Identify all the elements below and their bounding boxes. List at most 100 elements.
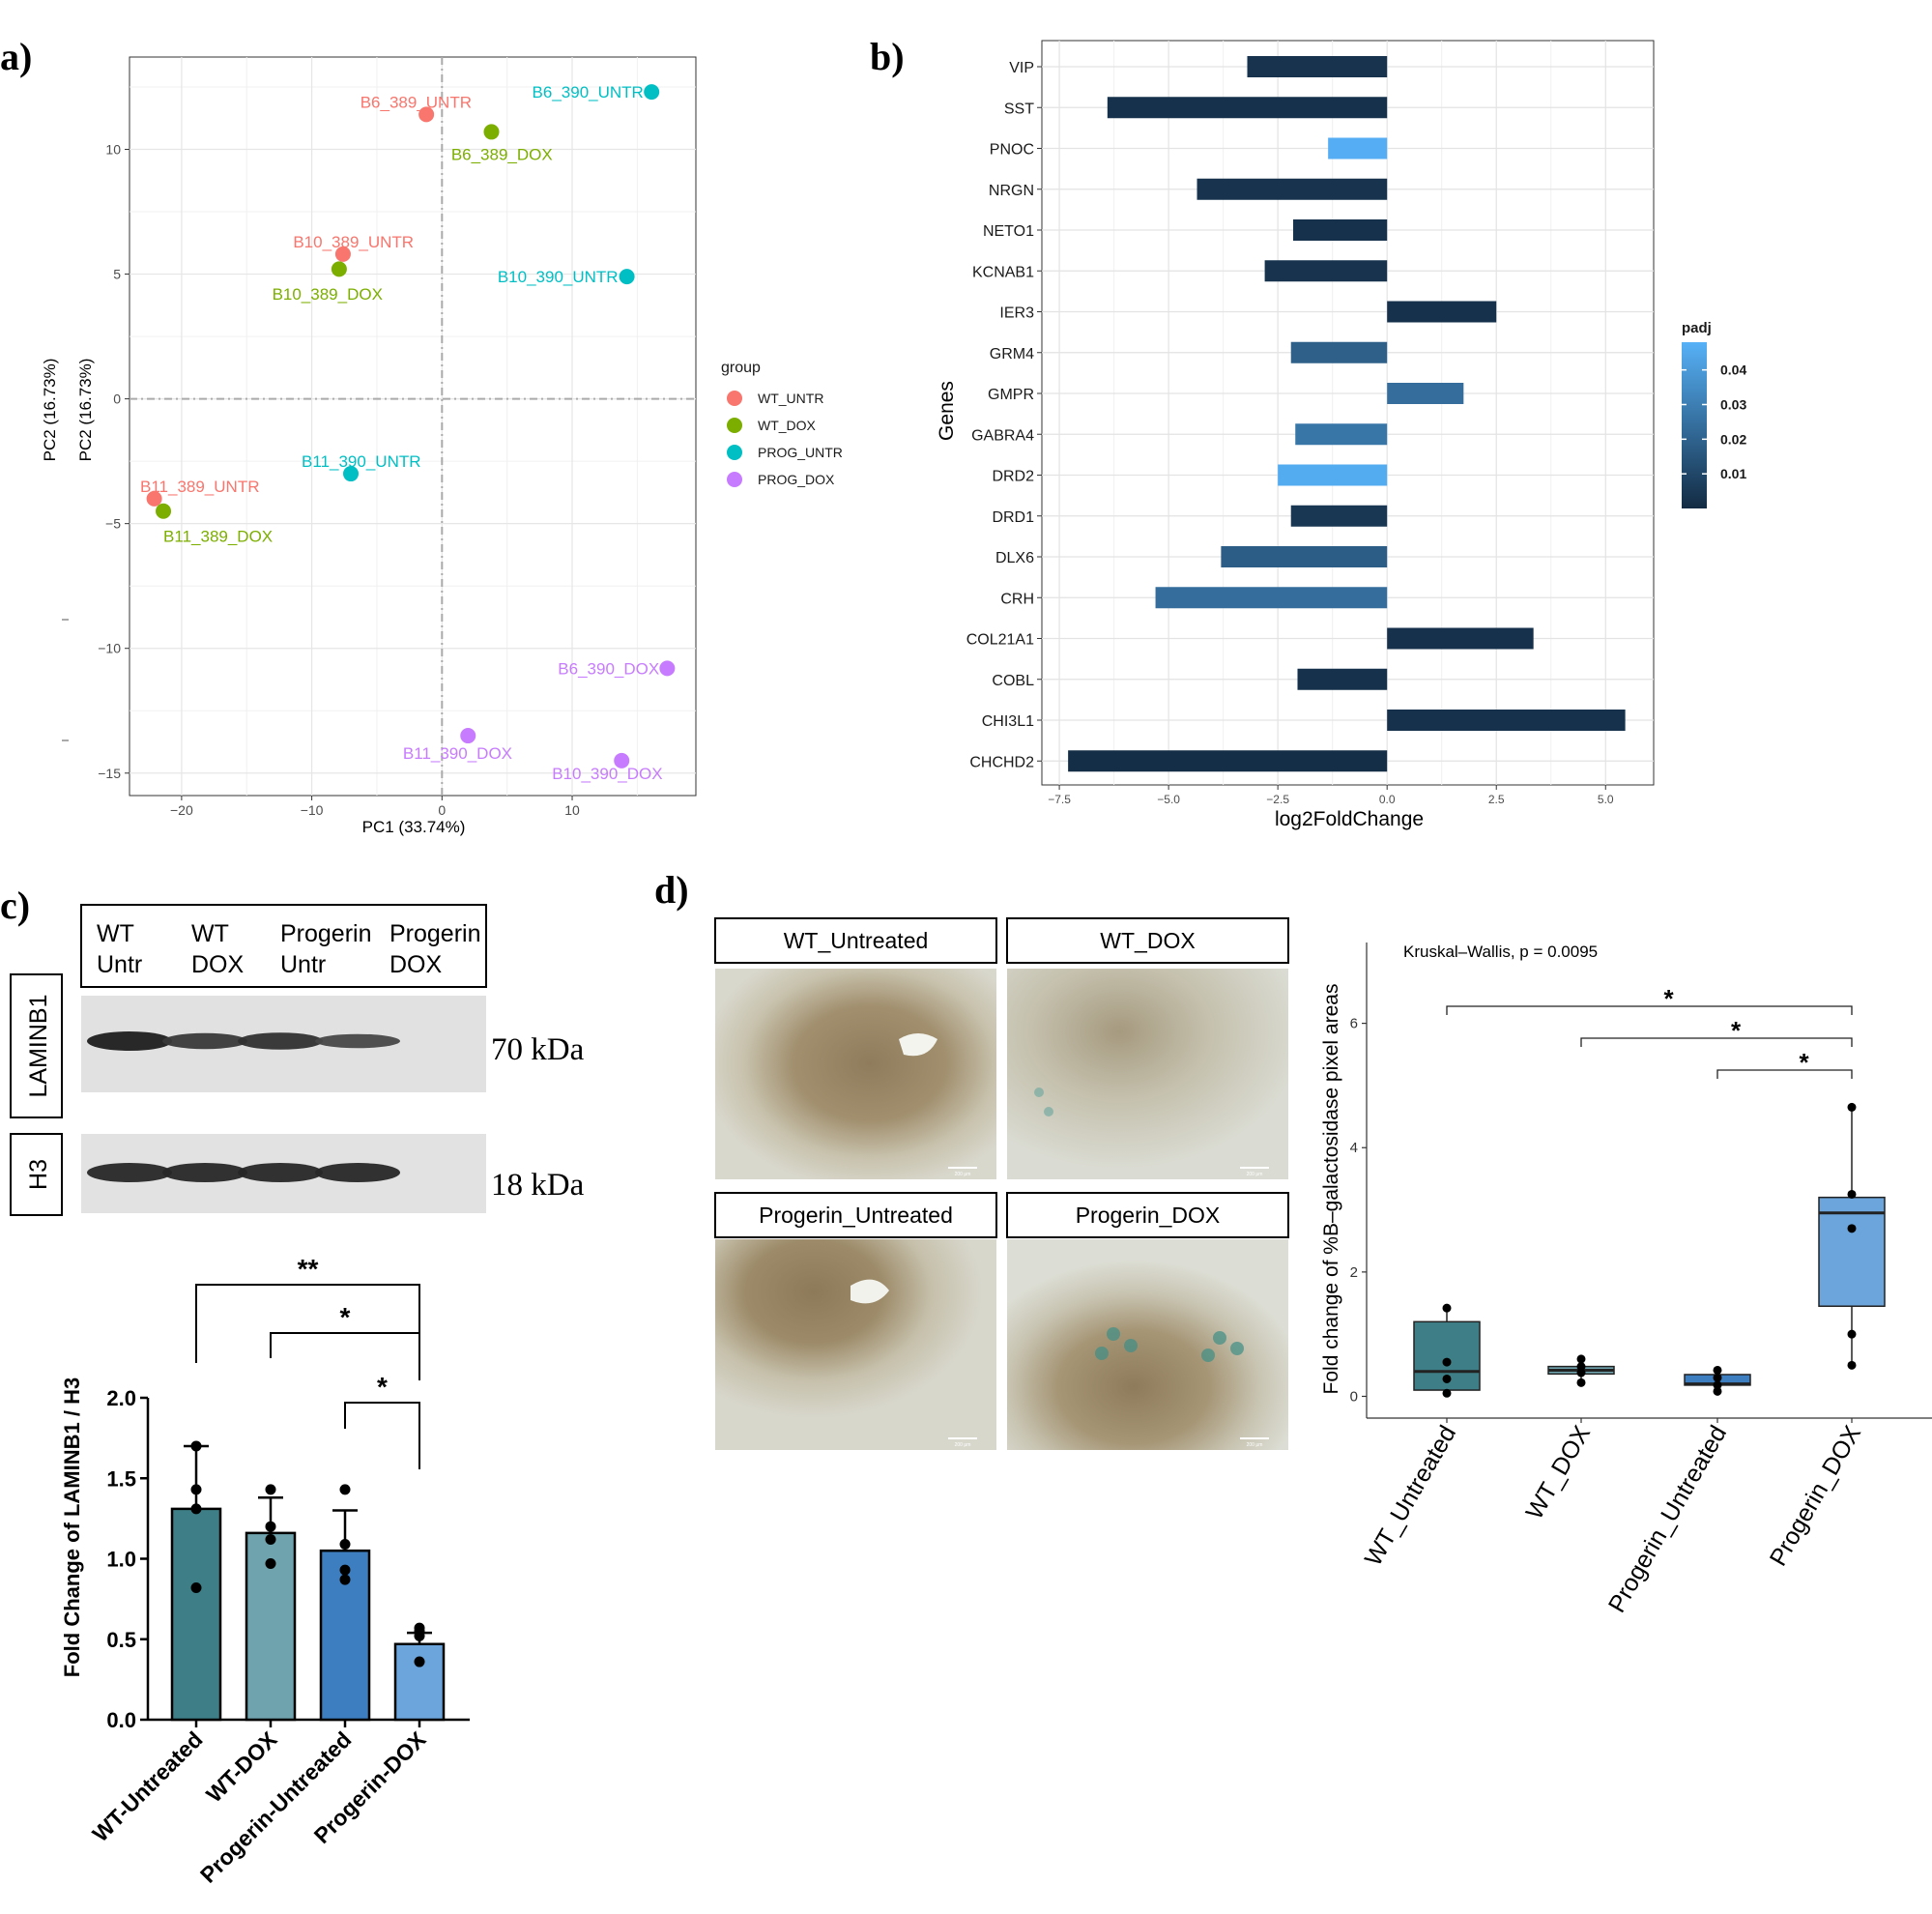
deg-bar <box>1297 668 1388 690</box>
pca-x-tick-label: 10 <box>564 802 580 818</box>
pca-y-tick-label: 5 <box>113 267 121 282</box>
xgal-y-tick-label: 2 <box>1350 1264 1358 1281</box>
laminb1-y-tick-label: 0.0 <box>106 1708 136 1732</box>
blot-lane-condition: DOX <box>389 951 443 978</box>
deg-x-tick-label: 0.0 <box>1379 793 1396 806</box>
laminb1-significance-label: * <box>377 1372 388 1402</box>
deg-bar <box>1221 546 1388 567</box>
pca-legend-label: PROG_DOX <box>758 472 835 487</box>
image-title: WT_Untreated <box>784 928 929 953</box>
pca-y-axis-label-outer: PC2 (16.73%) <box>41 359 59 462</box>
xgal-x-tick-label: WT_Untreated <box>1360 1421 1462 1571</box>
blot-bands <box>87 1031 400 1182</box>
scale-bar-label: 200 μm <box>1247 1172 1263 1177</box>
pca-point-label: B10_389_DOX <box>273 285 383 304</box>
laminb1-y-tick-label: 1.0 <box>106 1548 136 1572</box>
deg-x-tick-label: −2.5 <box>1266 793 1289 806</box>
blot-lane-condition: Untr <box>280 951 326 978</box>
pca-x-axis-label: PC1 (33.74%) <box>362 818 466 836</box>
laminb1-significance-bracket <box>270 1332 420 1380</box>
deg-x-tick-label: −5.0 <box>1157 793 1180 806</box>
deg-bar <box>1290 505 1388 527</box>
pca-point <box>331 261 347 277</box>
laminb1-data-point <box>265 1534 276 1546</box>
blot-lane-condition: Untr <box>97 951 142 978</box>
laminb1-data-point <box>339 1539 351 1551</box>
xgal-stain <box>1213 1331 1226 1345</box>
image-title-box <box>1006 1192 1289 1238</box>
laminb1-bar <box>170 1507 222 1722</box>
laminb1-label: LAMINB1 <box>25 995 52 1098</box>
pca-grid <box>130 57 696 796</box>
blot-band <box>238 1163 323 1182</box>
scale-bar-label: 200 μm <box>1247 1442 1263 1448</box>
deg-x-ticks: −7.5 −5.0 −2.5 0.0 2.5 5.0 <box>1048 785 1614 806</box>
tissue-lumen <box>851 1279 889 1304</box>
pca-point <box>343 466 360 482</box>
xgal-box-chart: 0 2 4 6 WT_Untreated WT_DOX Progerin_Untreated… <box>1350 942 1932 1617</box>
laminb1-data-point <box>414 1656 425 1668</box>
pca-point-label: B6_390_DOX <box>558 659 659 678</box>
laminb1-significance-label: ** <box>298 1254 319 1284</box>
pca-point-label: B10_389_UNTR <box>293 233 414 251</box>
blot-band <box>315 1033 400 1049</box>
pca-point <box>644 84 660 101</box>
laminb1-data-point <box>265 1521 276 1532</box>
pca-point-label: B11_389_UNTR <box>140 478 259 496</box>
blot-band <box>162 1032 247 1050</box>
xgal-data-point <box>1847 1102 1857 1112</box>
deg-gene-label: VIP <box>1009 60 1034 76</box>
laminb1-data-point <box>190 1440 202 1452</box>
deg-gene-label: COL21A1 <box>966 632 1034 649</box>
pca-y-tick-label: 0 <box>113 392 121 407</box>
image-title-box <box>1006 917 1289 964</box>
deg-gene-labels: VIP SST PNOC NRGN NETO1 KCNAB1 IER3 GRM4 GMPR GAB… <box>966 60 1042 770</box>
tissue-lumen <box>899 1033 937 1057</box>
deg-bar <box>1295 423 1388 446</box>
image-title: Progerin_DOX <box>1076 1203 1221 1228</box>
xgal-significance-bracket <box>1580 1037 1853 1047</box>
blot-lane-label: Progerin <box>280 920 372 947</box>
pca-point-label: B11_389_DOX <box>163 528 273 546</box>
laminb1-y-tick-label: 0.5 <box>106 1628 136 1652</box>
deg-gene-label: KCNAB1 <box>972 264 1034 280</box>
laminb1-label-box <box>10 973 63 1118</box>
panel-c: c) WT Untr WT DOX Progerin Untr Progerin DOX LA… <box>0 884 585 1888</box>
laminb1-bar-chart: 0.00.51.01.52.0WT-UntreatedWT-DOXProgeri… <box>87 1254 470 1888</box>
deg-gene-label: PNOC <box>990 142 1034 159</box>
image-title-box <box>714 1192 997 1238</box>
pca-point-label: B11_390_DOX <box>403 744 512 763</box>
laminb1-data-point <box>190 1503 202 1515</box>
xgal-box <box>1818 1196 1886 1307</box>
laminb1-data-point <box>190 1581 202 1593</box>
pca-point <box>146 490 162 507</box>
pca-x-tick-label: −10 <box>301 802 324 818</box>
deg-bar <box>1328 137 1388 160</box>
deg-gene-label: CHCHD2 <box>969 754 1034 770</box>
kruskal-wallis-annotation: Kruskal–Wallis, p = 0.0095 <box>1403 942 1598 961</box>
pca-legend-title: group <box>721 360 761 376</box>
panel-b: b) VIP SST PNOC NRGN NETO1 KCNAB1 IER3 GRM4 GMPR… <box>870 35 1746 830</box>
pca-point <box>418 106 435 123</box>
panel-d: d) WT_Untreated 200 μm WT_DOX 200 μm Progeri… <box>654 868 1932 1617</box>
pca-y-tick-label: −15 <box>98 766 121 781</box>
pca-point-label: B10_390_UNTR <box>498 268 619 286</box>
pca-point <box>156 503 172 519</box>
xgal-stain <box>1044 1107 1053 1116</box>
deg-bar <box>1107 97 1388 119</box>
h3-size: 18 kDa <box>491 1168 585 1203</box>
panel-d-letter: d) <box>654 868 689 912</box>
pca-point-label: B6_390_UNTR <box>533 83 644 102</box>
image-title: WT_DOX <box>1100 928 1195 953</box>
laminb1-significance-label: * <box>340 1302 351 1332</box>
pca-point-label: B6_389_DOX <box>451 146 553 164</box>
laminb1-data-point <box>265 1484 276 1495</box>
deg-gene-label: DRD1 <box>992 509 1034 526</box>
laminb1-y-tick-label: 2.0 <box>106 1386 136 1410</box>
xgal-data-point <box>1713 1386 1722 1396</box>
tissue-image <box>715 1239 996 1450</box>
pca-legend-label: WT_UNTR <box>758 391 823 406</box>
deg-x-tick-label: 2.5 <box>1488 793 1505 806</box>
